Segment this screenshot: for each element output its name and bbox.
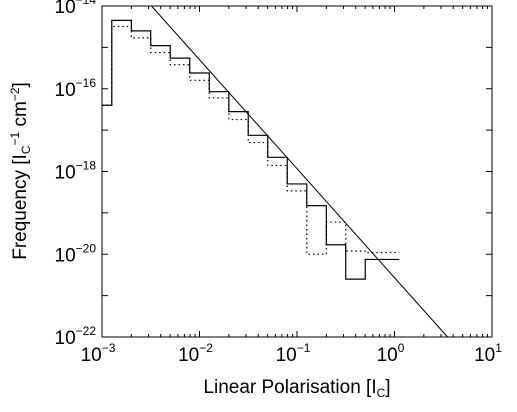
x-tick-label: 10−2: [178, 341, 213, 366]
series-layer: [102, 5, 448, 338]
y-tick-label: 10−22: [55, 324, 97, 349]
x-tick-label: 101: [474, 341, 502, 366]
x-tick-label: 10−3: [81, 341, 116, 366]
y-ticks: 10−14 10−16 10−18 10−20 10−22: [55, 0, 492, 349]
fit-line: [151, 5, 448, 338]
plot-frame: [101, 5, 493, 338]
solid-histogram: [102, 19, 400, 280]
dotted-histogram: [102, 25, 400, 255]
y-tick-label: 10−18: [55, 159, 97, 184]
x-tick-label: 10−1: [276, 341, 311, 366]
x-ticks: 10−3 10−2 10−1 100 101: [81, 6, 502, 366]
y-tick-label: 10−16: [55, 76, 97, 101]
x-axis-label: Linear Polarisation [IC]: [203, 377, 390, 400]
y-tick-label: 10−14: [55, 0, 97, 18]
x-tick-label: 100: [377, 341, 405, 366]
y-tick-label: 10−20: [55, 241, 97, 266]
y-axis-label: Frequency [IC−1 cm−2]: [8, 82, 33, 260]
